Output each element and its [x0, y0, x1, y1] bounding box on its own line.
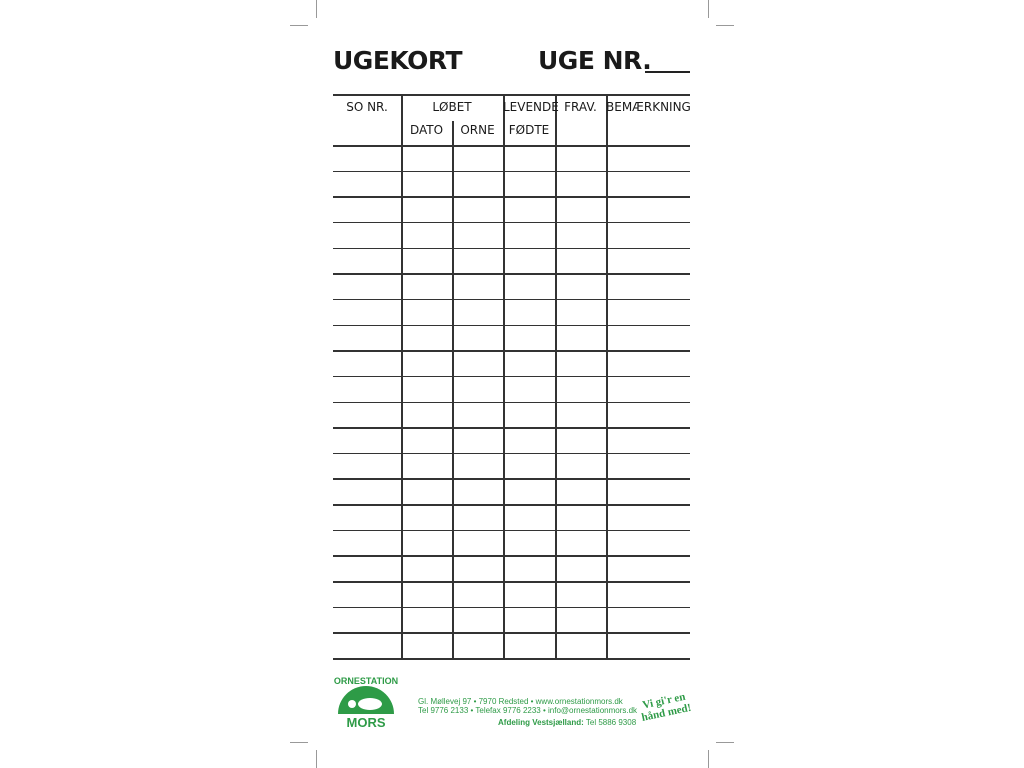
row-line [333, 170, 690, 173]
row-line [333, 632, 690, 634]
col-bemaerkning: BEMÆRKNING [606, 100, 691, 114]
crop-mark [708, 750, 709, 768]
branch-phone: Tel 5886 9308 [585, 718, 637, 727]
week-number-line [645, 71, 690, 73]
col-orne: ORNE [460, 123, 495, 137]
svg-text:MORS: MORS [347, 715, 386, 730]
row-line [333, 555, 690, 557]
table-top-line [333, 94, 690, 96]
row-line [333, 221, 690, 224]
row-line [333, 478, 690, 480]
column-line [401, 94, 403, 658]
col-so-nr: SO NR. [346, 100, 388, 114]
row-line [333, 273, 690, 275]
address: Gl. Møllevej 97 • 7970 Redsted • www.orn… [418, 697, 623, 706]
row-line [333, 247, 690, 250]
page-title: UGEKORT [333, 46, 463, 75]
row-line [333, 375, 690, 378]
column-line [452, 121, 454, 658]
branch-label: Afdeling Vestsjælland: [498, 718, 584, 727]
week-number-label: UGE NR. [538, 46, 652, 75]
col-dato: DATO [409, 123, 444, 137]
row-line [333, 196, 690, 198]
row-line [333, 504, 690, 506]
col-lobet: LØBET [432, 100, 472, 114]
col-fodte: FØDTE [508, 123, 550, 137]
column-line [555, 94, 557, 658]
crop-mark [716, 742, 734, 743]
row-line [333, 324, 690, 327]
row-line [333, 427, 690, 429]
row-line [333, 145, 690, 147]
crop-mark [716, 25, 734, 26]
column-line [606, 94, 608, 658]
svg-text:ORNESTATION: ORNESTATION [334, 676, 398, 686]
row-line [333, 581, 690, 583]
crop-mark [316, 0, 317, 18]
column-line [503, 94, 505, 658]
logo: MORS ORNESTATION [334, 676, 398, 730]
row-line [333, 350, 690, 352]
contact: Tel 9776 2133 • Telefax 9776 2233 • info… [418, 706, 638, 715]
row-line [333, 529, 690, 532]
row-line [333, 606, 690, 609]
row-line [333, 401, 690, 403]
col-levende: LEVENDE [503, 100, 559, 114]
row-line [333, 452, 690, 455]
crop-mark [316, 750, 317, 768]
branch: Afdeling Vestsjælland: Tel 5886 9308 [498, 718, 636, 727]
col-frav: FRAV. [564, 100, 597, 114]
row-line [333, 658, 690, 660]
crop-mark [290, 25, 308, 26]
crop-mark [290, 742, 308, 743]
row-line [333, 298, 690, 301]
slogan: Vi gi'r en hånd med! [638, 690, 693, 724]
crop-mark [708, 0, 709, 18]
